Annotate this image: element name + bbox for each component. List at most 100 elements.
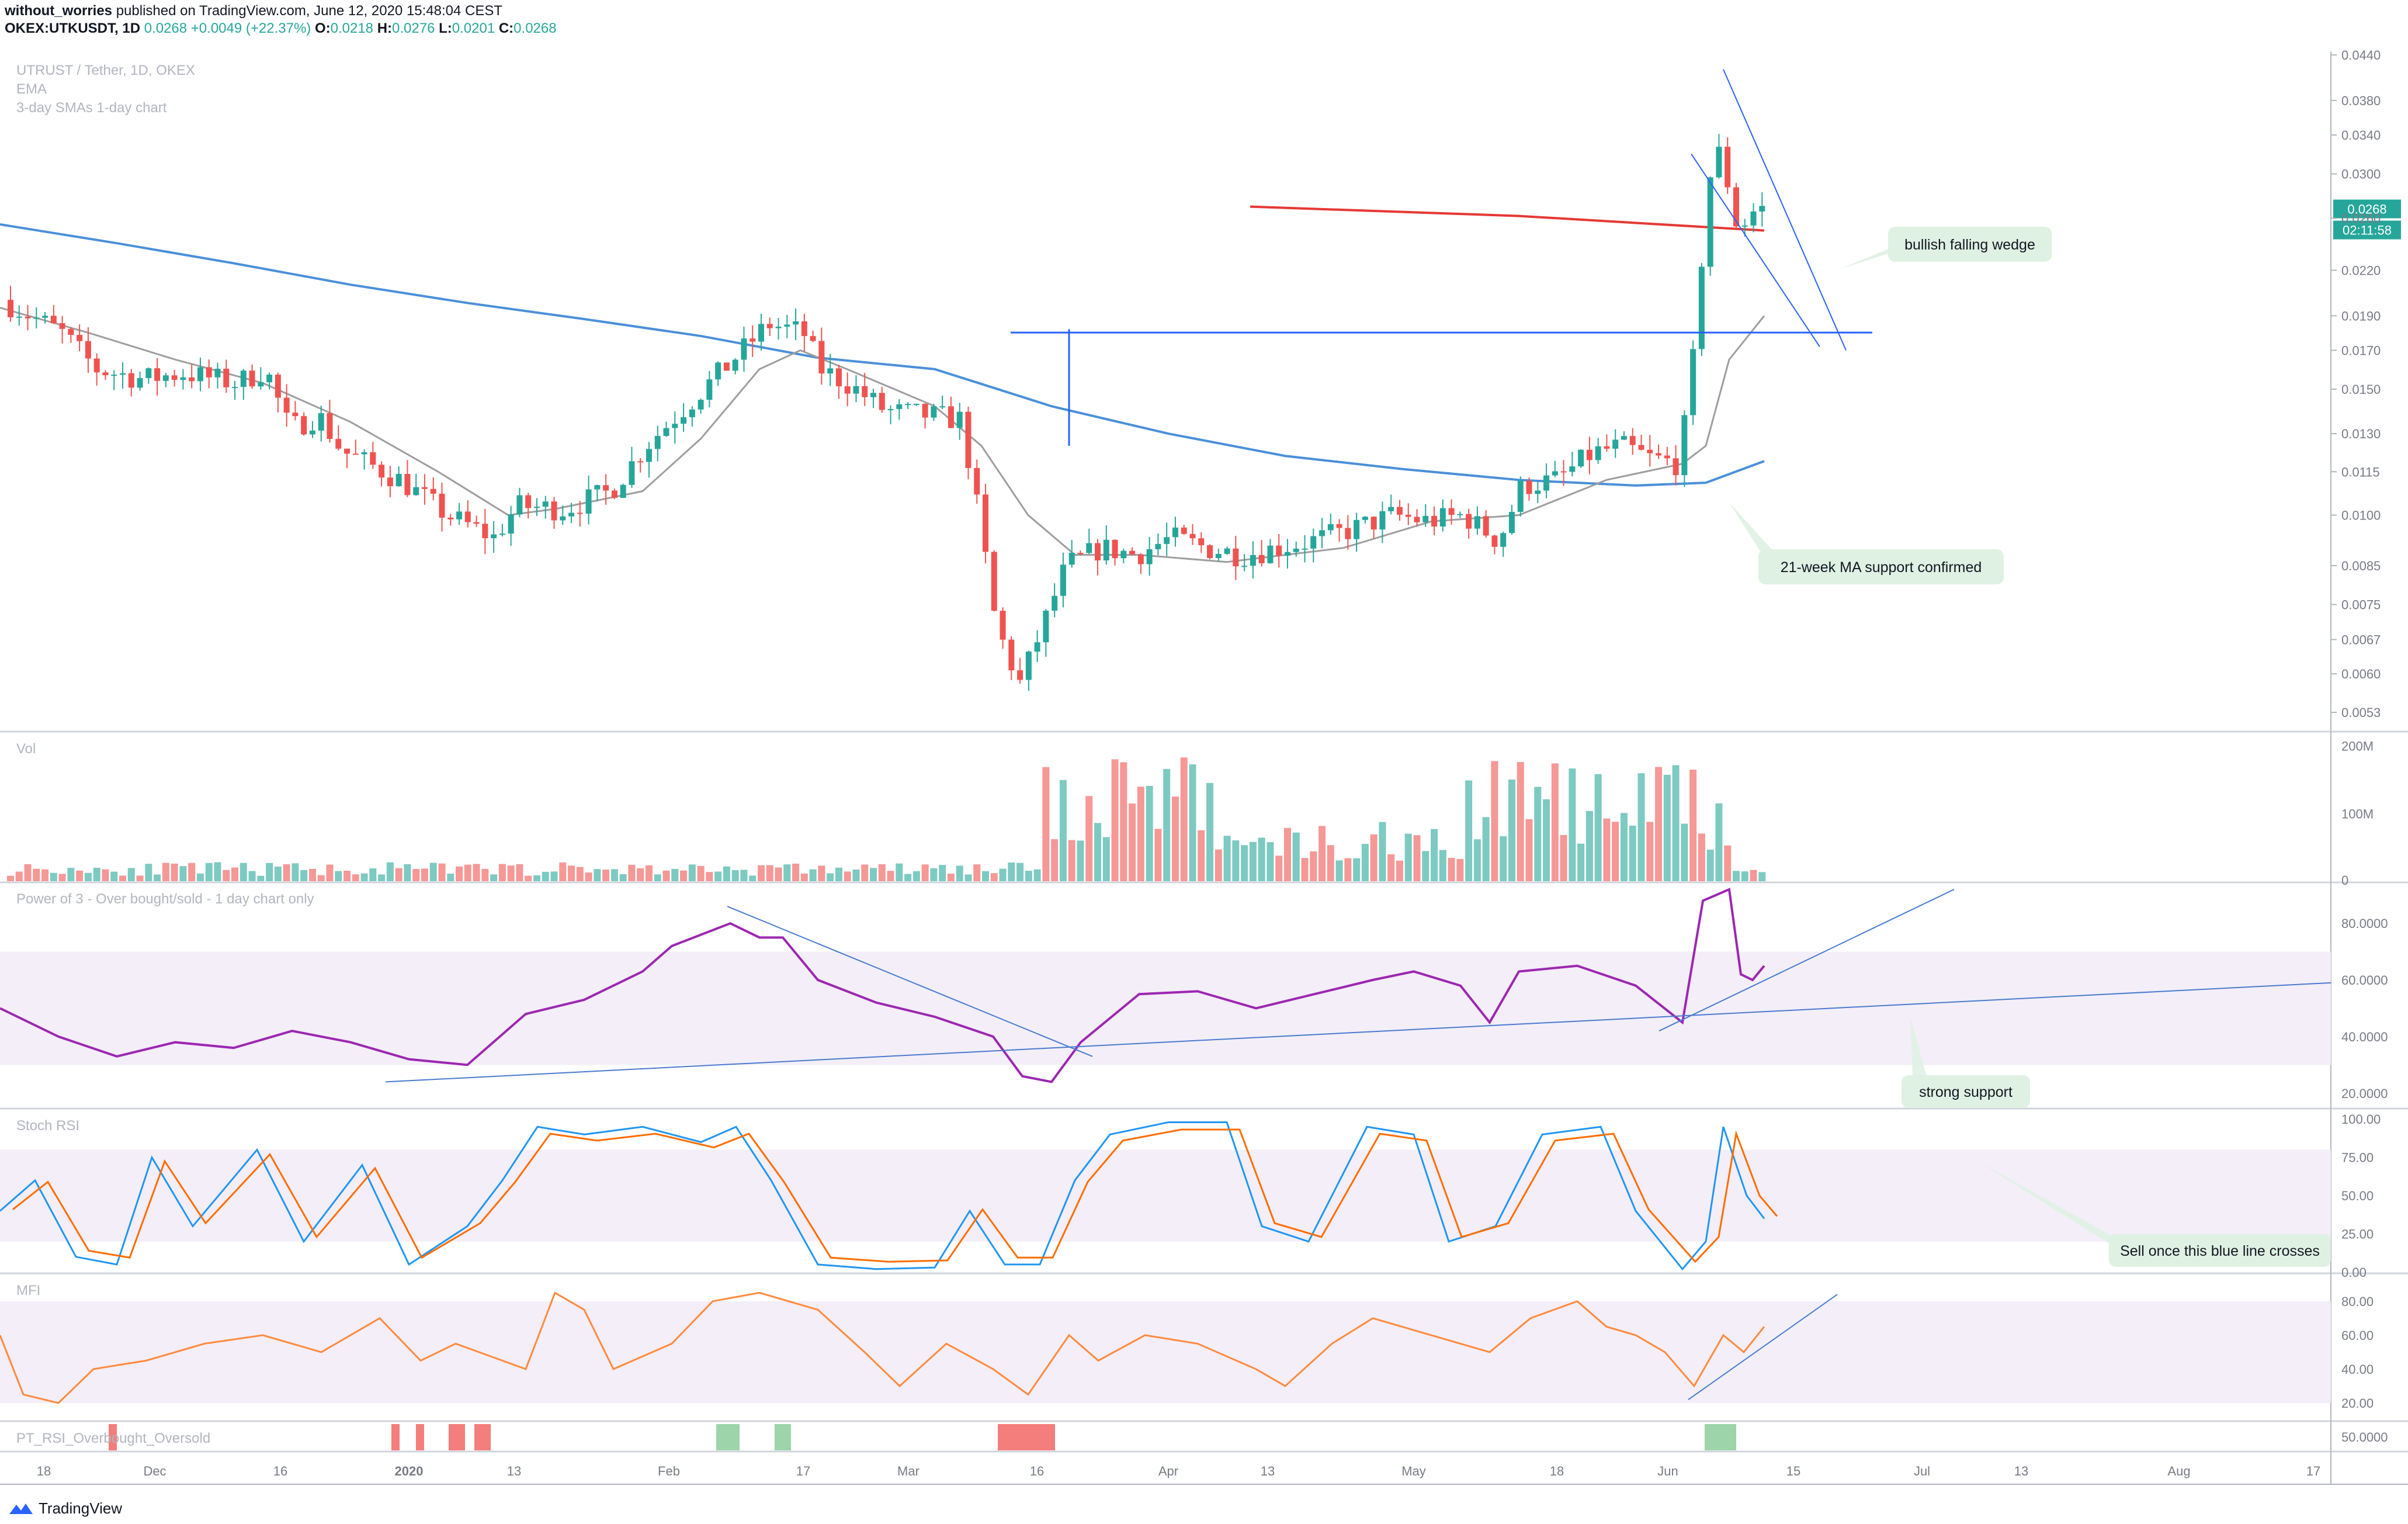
candle-body [1233, 548, 1239, 567]
candle-body [352, 453, 359, 455]
candle-body [1293, 548, 1299, 552]
volume-bar [844, 871, 851, 881]
candle-body [1543, 475, 1550, 491]
volume-bar [1379, 822, 1386, 881]
volume-bar [240, 863, 247, 881]
volume-bar [317, 875, 325, 881]
candle-body [1379, 511, 1386, 530]
candle-body [25, 316, 31, 318]
candle-body [50, 316, 57, 324]
candle-body [983, 494, 989, 552]
time-tick-label: 13 [1261, 1464, 1275, 1478]
volume-bar [162, 863, 169, 881]
pane-title: Stoch RSI [16, 1118, 79, 1134]
candle-body [715, 362, 721, 380]
volume-bar [50, 872, 57, 881]
volume-bar [1102, 837, 1110, 881]
volume-bar [1698, 833, 1705, 881]
volume-bar [1051, 839, 1059, 881]
candle-body [1405, 514, 1411, 517]
candle-body [810, 336, 816, 341]
candle-body [1017, 670, 1023, 680]
volume-bar [723, 866, 730, 881]
candle-body [1198, 538, 1205, 546]
volume-bar [214, 862, 221, 881]
candle-body [189, 377, 195, 382]
candle-body [1000, 611, 1006, 640]
price-tick-label: 0.0440 [2341, 48, 2381, 63]
time-tick-label: Mar [897, 1464, 920, 1478]
candle-body [1120, 550, 1127, 559]
candle-body [1396, 507, 1403, 515]
candle-body [1267, 545, 1274, 563]
volume-bar [447, 874, 454, 881]
volume-bar [1283, 827, 1291, 881]
volume-bar [757, 865, 765, 881]
volume-bar [1517, 762, 1524, 881]
candle-body [180, 377, 186, 380]
volume-bar [542, 871, 549, 881]
volume-bar [1491, 761, 1498, 881]
candle-body [456, 511, 463, 519]
candle-body [1750, 211, 1757, 226]
candle-body [275, 375, 281, 398]
volume-bar [464, 864, 471, 881]
volume-bar [912, 871, 920, 881]
candle-body [1095, 543, 1101, 561]
volume-bar [266, 863, 273, 881]
volume-bar [568, 865, 575, 881]
volume-bar [1267, 842, 1274, 881]
volume-bar [688, 864, 696, 881]
time-tick-label: Aug [2167, 1464, 2190, 1478]
volume-bar [1275, 855, 1283, 881]
candle-body [706, 379, 713, 400]
volume-bar [1733, 871, 1740, 881]
volume-bar [697, 865, 705, 881]
candle-body [361, 452, 367, 455]
candle-body [1034, 642, 1040, 652]
candle-body [206, 367, 212, 377]
volume-bar [835, 867, 842, 881]
volume-bar [1431, 829, 1438, 881]
volume-bar [1241, 845, 1248, 881]
time-tick-label: 17 [2306, 1464, 2320, 1478]
volume-bar [1008, 862, 1015, 881]
candle-body [111, 375, 117, 376]
pane-axis-label: 50.0000 [2341, 1430, 2388, 1445]
signal-block [109, 1424, 117, 1450]
candle-body [862, 386, 868, 397]
footer-brand[interactable]: TradingView [8, 1499, 122, 1518]
price-tick-label: 0.0053 [2341, 705, 2381, 720]
candle-body [1741, 225, 1748, 227]
pane-title: PT_RSI_Overbought_Oversold [16, 1431, 210, 1446]
price-tick-label: 0.0190 [2341, 309, 2381, 323]
volume-bar [1404, 833, 1412, 881]
candle-body [1466, 514, 1472, 529]
author-name[interactable]: without_worries [5, 3, 113, 19]
candle-body [1725, 147, 1731, 188]
candle-body [404, 474, 411, 496]
pane-axis-label: 100.00 [2341, 1112, 2381, 1127]
candle-body [1638, 445, 1644, 450]
candle-body [1146, 549, 1153, 564]
volume-bar [783, 864, 791, 881]
candle-body [1422, 515, 1429, 522]
candle-body [965, 411, 971, 468]
volume-bar [1689, 770, 1697, 881]
volume-bar [1344, 858, 1352, 881]
price-tick-label: 0.0130 [2341, 427, 2381, 441]
candle-body [1483, 516, 1489, 536]
power3-line [0, 888, 1765, 1083]
candle-body [1552, 471, 1558, 476]
candle-body [1388, 507, 1394, 511]
volume-bar [1663, 774, 1671, 881]
candle-body [68, 328, 74, 335]
volume-bar [1637, 773, 1645, 881]
signal-block [449, 1424, 465, 1450]
pane-axis-label: 25.00 [2341, 1227, 2374, 1242]
last-price-tag [2333, 199, 2401, 219]
volume-bar [171, 863, 178, 881]
candle-body [1656, 453, 1662, 456]
volume-bar [1180, 757, 1188, 881]
